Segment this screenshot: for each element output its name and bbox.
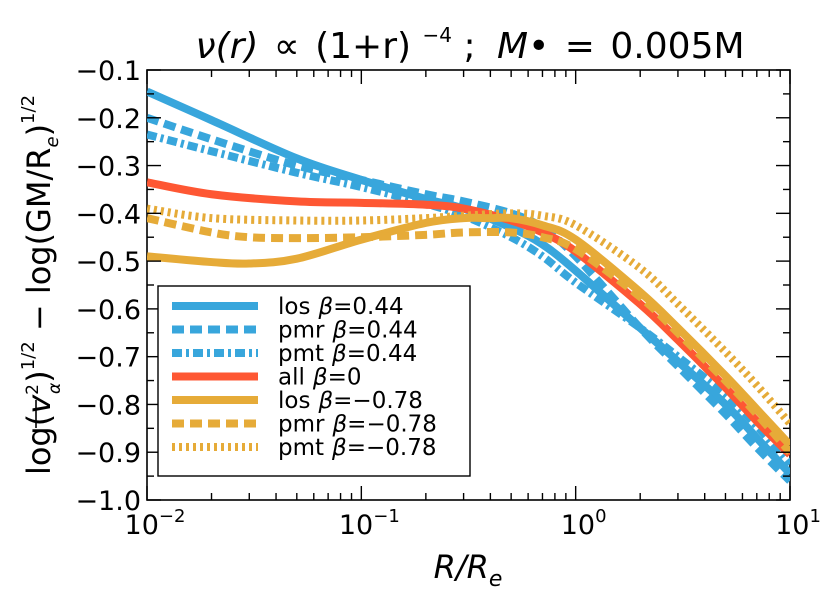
x-tick-label: 10−2 (125, 506, 186, 541)
y-tick-labels: −0.1 −0.2 −0.3 −0.4 −0.5 −0.6 −0.7 −0.8 … (75, 56, 141, 517)
series-line-3 (147, 178, 790, 458)
y-tick-label: −0.7 (75, 343, 141, 374)
series-line-5 (147, 214, 790, 455)
legend-label: los β=−0.78 (278, 388, 423, 414)
legend-label: los β=0.44 (278, 294, 404, 320)
y-tick-label: −0.2 (75, 104, 141, 135)
y-tick-label: −0.5 (75, 247, 141, 278)
legend-label: pmr β=0.44 (278, 318, 418, 344)
y-axis-label: log(v2 α)1/2 − log(GM/Re)1/2 (18, 95, 65, 475)
y-tick-label: −0.1 (75, 56, 141, 87)
x-tick-label: 100 (561, 506, 607, 541)
series-line-1 (147, 113, 790, 484)
series-line-4 (147, 213, 790, 448)
legend-label: pmt β=−0.78 (278, 435, 436, 461)
series-layer (147, 87, 790, 484)
legend: los β=0.44 pmr β=0.44 pmt β=0.44 all β=0 los… (157, 285, 471, 477)
legend-label: pmr β=−0.78 (278, 412, 437, 438)
y-tick-label: −1.0 (75, 486, 141, 517)
legend-lines (172, 302, 258, 451)
legend-label: pmt β=0.44 (278, 341, 417, 367)
x-tick-label: 101 (775, 506, 821, 541)
x-tick-label: 10−1 (339, 506, 400, 541)
tick-layer (146, 69, 791, 501)
chart-title: ν(r) ∝ (1+r) −4 ; M• = 0.005M (195, 10, 744, 67)
x-axis-label: R/Re (434, 548, 503, 592)
y-tick-label: −0.8 (75, 390, 141, 421)
y-tick-label: −0.9 (75, 438, 141, 469)
y-tick-label: −0.6 (75, 295, 141, 326)
legend-label: all β=0 (278, 365, 361, 391)
x-tick-labels: 10−2 10−1 100 101 (125, 506, 821, 541)
series-line-2 (147, 130, 790, 467)
y-tick-label: −0.3 (75, 152, 141, 183)
y-tick-label: −0.4 (75, 199, 141, 230)
